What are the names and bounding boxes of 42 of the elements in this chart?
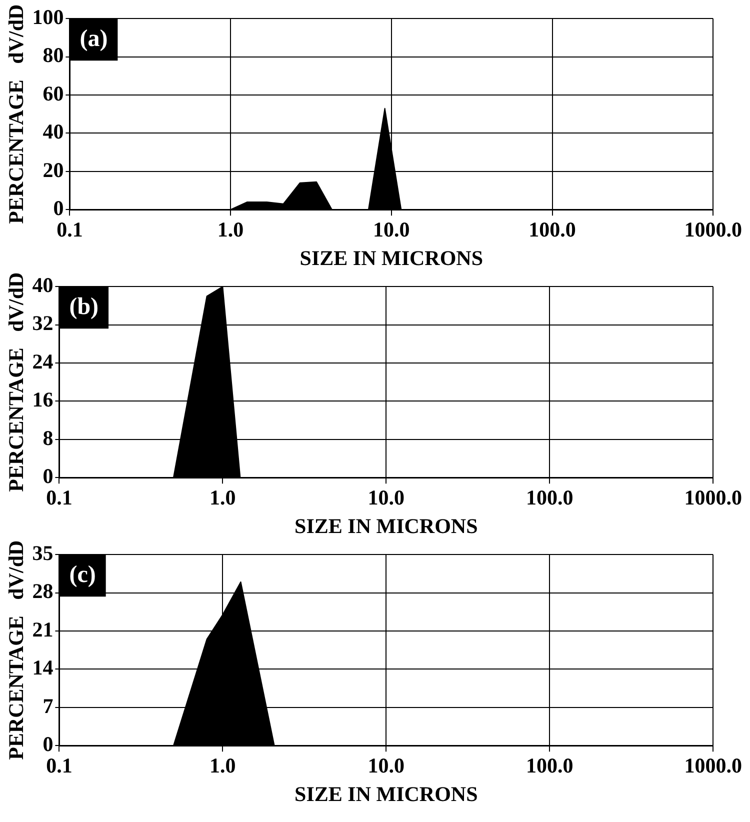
x-tick-label: 1000.0 (684, 754, 742, 778)
x-tick-label: 10.0 (368, 754, 405, 778)
x-tick-label: 0.1 (46, 754, 72, 778)
x-axis-title: SIZE IN MICRONS (294, 514, 478, 538)
x-tick-label: 100.0 (526, 754, 574, 778)
x-axis-title: SIZE IN MICRONS (300, 246, 484, 270)
y-tick-label: 8 (42, 426, 54, 450)
x-axis-title: SIZE IN MICRONS (294, 782, 478, 806)
y-tick-label: 80 (42, 43, 64, 68)
y-tick-label: 60 (42, 81, 64, 106)
y-tick-label: 20 (42, 158, 64, 182)
x-tick-label: 100.0 (526, 486, 574, 510)
y-tick-label: 40 (32, 273, 54, 298)
y-tick-label: 35 (32, 541, 54, 566)
x-tick-label: 0.1 (56, 218, 83, 242)
x-tick-label: 0.1 (46, 486, 72, 510)
annotation: (b) (69, 294, 99, 320)
y-tick-label: 0 (53, 196, 64, 220)
x-tick-label: 1000.0 (684, 218, 742, 242)
y-tick-label: 14 (32, 656, 54, 680)
x-tick-label: 1.0 (210, 486, 236, 510)
x-tick-label: 10.0 (368, 486, 405, 510)
annotation: (a) (80, 26, 108, 52)
y-tick-label: 40 (42, 120, 64, 144)
annotation: (c) (69, 562, 96, 588)
y-tick-label: 16 (32, 388, 54, 412)
y-tick-label: 24 (32, 349, 54, 374)
x-tick-label: 1.0 (217, 218, 244, 242)
x-tick-label: 10.0 (373, 218, 410, 242)
x-tick-label: 1.0 (210, 754, 236, 778)
y-tick-label: 32 (32, 311, 54, 336)
y-axis-title: PERCENTAGE dV/dD (4, 540, 28, 760)
y-tick-label: 7 (42, 694, 54, 718)
x-tick-label: 100.0 (528, 218, 576, 242)
y-axis-title: PERCENTAGE dV/dD (4, 272, 28, 492)
y-tick-label: 28 (32, 579, 54, 604)
y-tick-label: 0 (42, 464, 54, 488)
y-tick-label: 100 (32, 5, 64, 30)
y-tick-label: 0 (42, 732, 54, 756)
y-tick-label: 21 (32, 617, 54, 642)
y-axis-title: PERCENTAGE dV/dD (4, 4, 28, 224)
x-tick-label: 1000.0 (684, 486, 742, 510)
